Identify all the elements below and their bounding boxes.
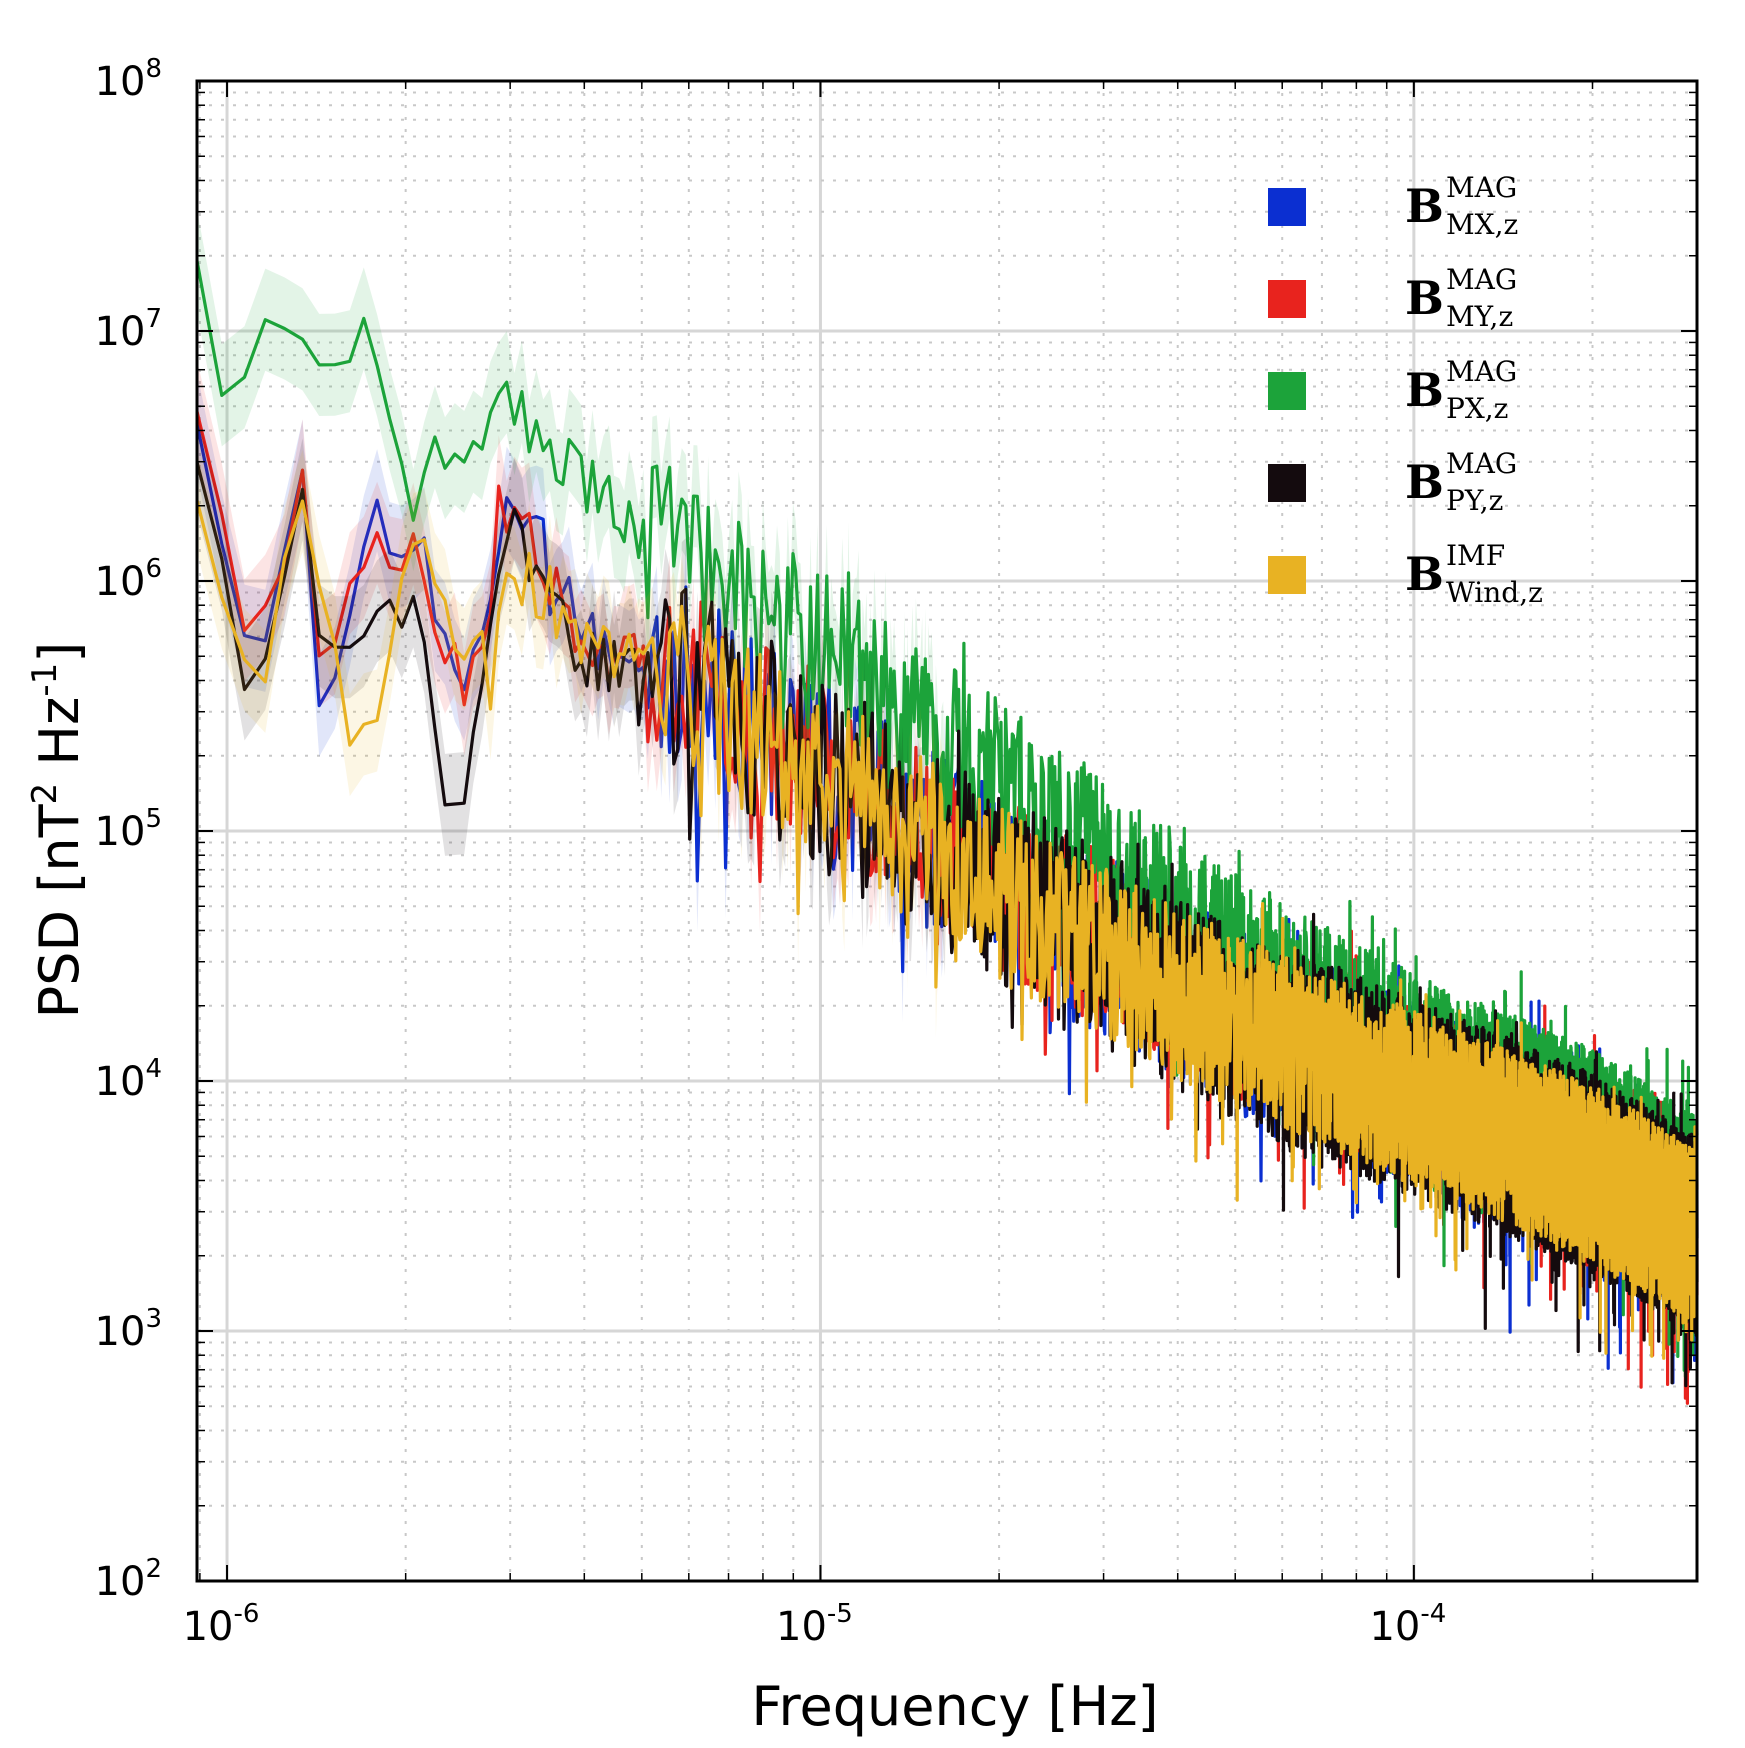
x-tick-label: 10-5 <box>776 1599 853 1650</box>
legend-item: B IMF Wind,z <box>1268 539 1543 609</box>
legend-swatch <box>1268 188 1306 226</box>
x-tick-label: 10-6 <box>183 1599 260 1650</box>
legend-subscript: PY,z <box>1446 484 1503 517</box>
legend-swatch <box>1268 464 1306 502</box>
y-tick-label-exp: 4 <box>145 1054 162 1084</box>
legend-item: B MAG PY,z <box>1268 447 1517 517</box>
y-tick-label: 108 <box>95 54 162 105</box>
legend-subscript: PX,z <box>1446 392 1508 425</box>
legend-swatch <box>1268 556 1306 594</box>
y-tick-label-base: 10 <box>95 1559 146 1605</box>
legend-superscript: MAG <box>1446 263 1517 296</box>
legend-item: B MAG MX,z <box>1268 171 1518 241</box>
y-tick-label: 104 <box>95 1054 162 1105</box>
x-tick-label: 10-4 <box>1369 1599 1446 1650</box>
y-tick-label: 102 <box>95 1554 162 1605</box>
series-band-3 <box>197 411 946 977</box>
legend-item: B MAG PX,z <box>1268 355 1517 425</box>
y-tick-label: 106 <box>95 554 162 605</box>
y-tick-label-base: 10 <box>95 1309 146 1355</box>
x-tick-label-base: 10 <box>183 1604 234 1650</box>
legend-symbol: B <box>1405 271 1444 325</box>
series-group <box>195 209 1699 1405</box>
legend-superscript: IMF <box>1446 539 1505 572</box>
x-axis-title: Frequency [Hz] <box>751 1675 1158 1738</box>
y-tick-label-base: 10 <box>95 309 146 355</box>
legend-superscript: MAG <box>1446 171 1517 204</box>
legend-superscript: MAG <box>1446 355 1517 388</box>
x-tick-label-base: 10 <box>776 1604 827 1650</box>
legend-subscript: Wind,z <box>1446 576 1543 609</box>
y-tick-label-exp: 2 <box>145 1554 162 1584</box>
y-axis-title-sup1: 2 <box>25 783 65 805</box>
y-tick-label: 103 <box>95 1304 162 1355</box>
x-tick-label-exp: -5 <box>827 1599 853 1629</box>
legend-swatch <box>1268 372 1306 410</box>
legend-superscript: MAG <box>1446 447 1517 480</box>
y-tick-label-base: 10 <box>95 59 146 105</box>
x-tick-label-exp: -4 <box>1420 1599 1446 1629</box>
y-tick-label-base: 10 <box>95 1059 146 1105</box>
y-tick-label: 105 <box>95 804 162 855</box>
legend-symbol: B <box>1405 547 1444 601</box>
legend-symbol: B <box>1405 363 1444 417</box>
series-line-4 <box>195 499 1699 1360</box>
y-tick-label-base: 10 <box>95 809 146 855</box>
y-axis-title-end: ] <box>28 642 91 663</box>
y-axis-title-mid: Hz <box>28 697 91 783</box>
legend-symbol: B <box>1405 455 1444 509</box>
y-axis-title: PSD [nT2 Hz-1] <box>25 642 91 1019</box>
y-axis-title-base: PSD [nT <box>28 803 91 1018</box>
x-tick-label-base: 10 <box>1369 1604 1420 1650</box>
legend-item: B MAG MY,z <box>1268 263 1517 333</box>
y-tick-label: 107 <box>95 304 162 355</box>
x-tick-label-exp: -6 <box>234 1599 260 1629</box>
y-tick-label-exp: 7 <box>145 304 162 334</box>
axis-ticks <box>197 81 1697 1582</box>
y-tick-label-exp: 3 <box>145 1304 162 1334</box>
y-tick-label-base: 10 <box>95 559 146 605</box>
y-tick-label-exp: 6 <box>145 554 162 584</box>
y-tick-label-exp: 5 <box>145 804 162 834</box>
y-axis-title-sup2: -1 <box>25 663 65 697</box>
legend-swatch <box>1268 280 1306 318</box>
legend-subscript: MX,z <box>1446 208 1518 241</box>
y-tick-label-exp: 8 <box>145 54 162 84</box>
legend-symbol: B <box>1405 179 1444 233</box>
legend-subscript: MY,z <box>1446 300 1513 333</box>
